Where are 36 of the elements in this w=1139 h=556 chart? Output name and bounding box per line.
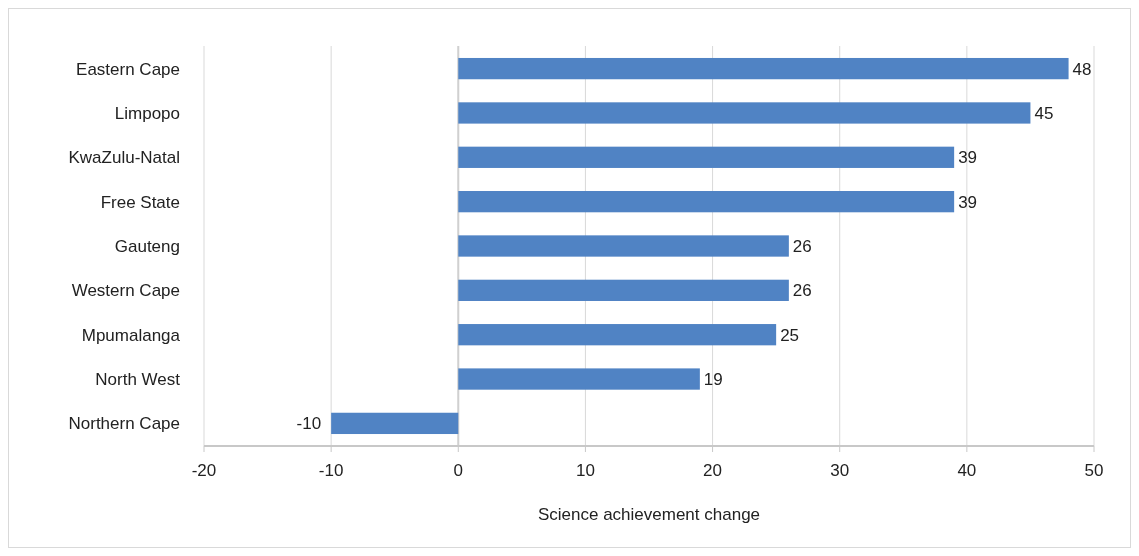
y-tick-label: Limpopo bbox=[114, 103, 180, 123]
data-label: 19 bbox=[703, 369, 723, 389]
x-tick-label: -10 bbox=[318, 461, 344, 480]
x-tick-label: 0 bbox=[453, 461, 464, 480]
bar bbox=[458, 324, 777, 346]
x-tick-label: 50 bbox=[1084, 461, 1104, 480]
data-label: 26 bbox=[792, 281, 812, 301]
bar bbox=[458, 279, 789, 301]
x-tick-label: 10 bbox=[575, 461, 595, 480]
y-tick-label: Eastern Cape bbox=[76, 59, 180, 79]
bar bbox=[331, 412, 459, 435]
y-tick-label: KwaZulu-Natal bbox=[68, 148, 180, 168]
bar bbox=[458, 146, 955, 168]
x-tick-label: -20 bbox=[191, 461, 217, 480]
bar bbox=[458, 57, 1069, 80]
y-tick-label: Northern Cape bbox=[68, 414, 180, 434]
bar bbox=[458, 235, 789, 257]
y-tick-label: Gauteng bbox=[114, 236, 180, 256]
x-axis-title: Science achievement change bbox=[537, 505, 761, 524]
data-label: 39 bbox=[958, 148, 978, 168]
data-label: -10 bbox=[296, 414, 322, 434]
data-label: 48 bbox=[1072, 59, 1092, 79]
y-tick-label: Mpumalanga bbox=[81, 325, 181, 345]
bar bbox=[458, 102, 1031, 124]
data-label: 26 bbox=[792, 236, 812, 256]
bar bbox=[458, 368, 700, 390]
y-tick-label: Free State bbox=[100, 192, 180, 212]
data-label: 45 bbox=[1034, 103, 1054, 123]
x-tick-label: 30 bbox=[830, 461, 850, 480]
data-label: 25 bbox=[780, 325, 800, 345]
x-tick-label: 20 bbox=[703, 461, 723, 480]
data-label: 39 bbox=[958, 192, 978, 212]
x-tick-label: 40 bbox=[957, 461, 977, 480]
bar bbox=[458, 191, 955, 213]
y-tick-label: Western Cape bbox=[71, 281, 180, 301]
y-tick-label: North West bbox=[95, 369, 181, 389]
